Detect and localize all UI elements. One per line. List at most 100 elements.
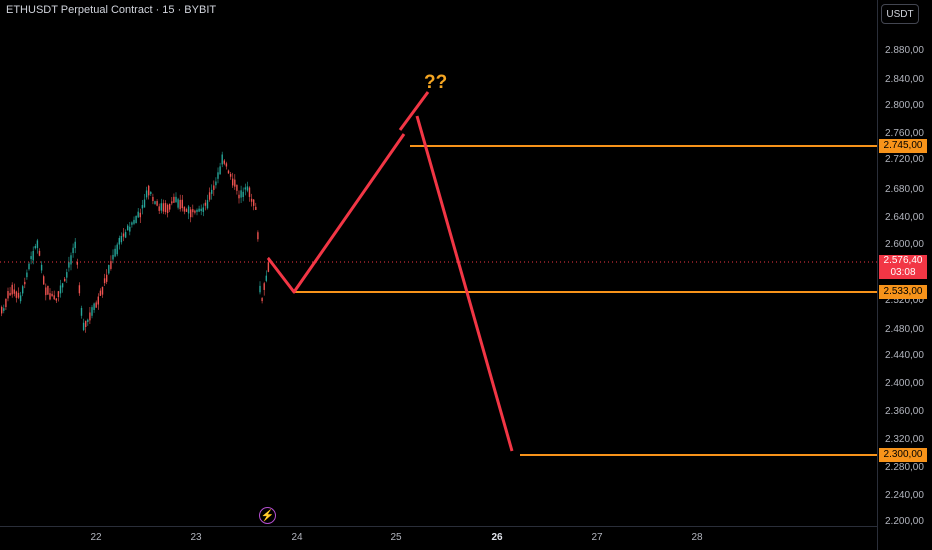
price-tick-label: 2.520,00 — [885, 295, 924, 306]
candle-body — [57, 291, 60, 298]
candle-body — [99, 290, 102, 296]
candle-body — [187, 206, 190, 214]
current-price-value: 2.576,40 — [883, 255, 923, 266]
candle-body — [53, 295, 55, 300]
candle-body — [19, 295, 22, 302]
candle-body — [145, 190, 148, 198]
price-tick-label: 2.680,00 — [885, 184, 924, 195]
candle-body — [238, 194, 240, 199]
candle-body — [112, 254, 114, 260]
candle-body — [101, 286, 104, 295]
candle-body — [166, 204, 169, 213]
candle-body — [196, 209, 198, 212]
candle-body — [114, 248, 116, 257]
candle-body — [17, 292, 20, 298]
candle-body — [173, 196, 175, 203]
candle-body — [89, 312, 91, 321]
price-tick-label: 2.480,00 — [885, 324, 924, 335]
candle-body — [72, 247, 74, 254]
candle-body — [234, 179, 236, 187]
time-axis-border — [0, 526, 877, 527]
lightning-icon[interactable]: ⚡ — [259, 507, 276, 524]
candle-body — [108, 265, 110, 274]
candle-body — [152, 196, 154, 202]
candle-body — [263, 283, 265, 290]
candle-body — [154, 201, 156, 204]
candle-body — [219, 166, 221, 175]
candle-body — [156, 201, 158, 206]
candle-body — [242, 191, 244, 198]
price-tick-label: 2.280,00 — [885, 462, 924, 473]
question-annotation[interactable]: ?? — [424, 72, 448, 93]
candle-body — [248, 187, 251, 197]
candle-body — [227, 170, 230, 174]
candle-body — [7, 291, 9, 299]
candle-body — [160, 203, 162, 211]
candle-body — [76, 262, 78, 265]
candle-body — [82, 322, 85, 331]
price-tick-label: 2.600,00 — [885, 239, 924, 250]
projection-path-down[interactable] — [415, 115, 514, 452]
level-tag-2745: 2.745,00 — [879, 139, 927, 153]
candle-body — [66, 272, 68, 278]
candle-body — [9, 292, 11, 296]
candle-body — [150, 191, 152, 195]
candle-body — [85, 320, 87, 328]
candle-body — [246, 186, 249, 191]
candle-body — [221, 154, 223, 165]
candle-body — [127, 225, 129, 231]
candle-body — [232, 178, 234, 186]
candle-body — [213, 185, 215, 190]
projection-path-up[interactable] — [266, 133, 406, 294]
candle-body — [240, 190, 242, 198]
candle-body — [164, 203, 167, 213]
candle-body — [26, 272, 28, 278]
candle-body — [229, 173, 232, 177]
candle-body — [225, 163, 228, 167]
candle-body — [206, 200, 209, 209]
candle-body — [261, 298, 263, 302]
candle-body — [24, 281, 26, 285]
candle-body — [259, 285, 261, 293]
candle-body — [70, 255, 72, 265]
candle-body — [143, 199, 146, 208]
candle-body — [97, 296, 99, 305]
price-tick-label: 2.200,00 — [885, 516, 924, 527]
candle-body — [34, 246, 36, 249]
candle-body — [175, 196, 177, 203]
projection-path-question[interactable] — [398, 91, 430, 131]
candle-body — [118, 237, 120, 245]
candle-body — [36, 240, 39, 248]
candle-body — [124, 232, 127, 238]
price-candles — [1, 151, 270, 333]
chart-title[interactable]: ETHUSDT Perpetual Contract · 15 · BYBIT — [6, 4, 217, 16]
candle-body — [169, 203, 171, 210]
candle-body — [61, 283, 64, 288]
candle-body — [177, 199, 179, 208]
candle-body — [30, 256, 32, 260]
candle-body — [244, 187, 246, 190]
candle-body — [171, 201, 173, 204]
candle-body — [183, 206, 186, 212]
candle-body — [194, 210, 196, 213]
price-tick-label: 2.760,00 — [885, 128, 924, 139]
currency-button[interactable]: USDT — [881, 4, 919, 24]
current-price-tag: 2.576,40 03:08 — [879, 255, 927, 279]
candle-body — [32, 251, 34, 261]
candle-body — [51, 293, 53, 297]
price-tick-label: 2.840,00 — [885, 74, 924, 85]
price-tick-label: 2.240,00 — [885, 490, 924, 501]
time-tick-label: 25 — [390, 532, 402, 543]
time-tick-label: 23 — [190, 532, 202, 543]
candle-body — [202, 207, 204, 212]
candle-body — [200, 208, 202, 212]
candle-body — [223, 160, 225, 164]
candle-body — [43, 276, 45, 285]
level-tag-2533: 2.533,00 — [879, 285, 927, 299]
price-axis-border — [877, 0, 878, 550]
price-tick-label: 2.320,00 — [885, 434, 924, 445]
price-tick-label: 2.800,00 — [885, 100, 924, 111]
candle-body — [158, 206, 160, 211]
candle-body — [87, 319, 89, 322]
